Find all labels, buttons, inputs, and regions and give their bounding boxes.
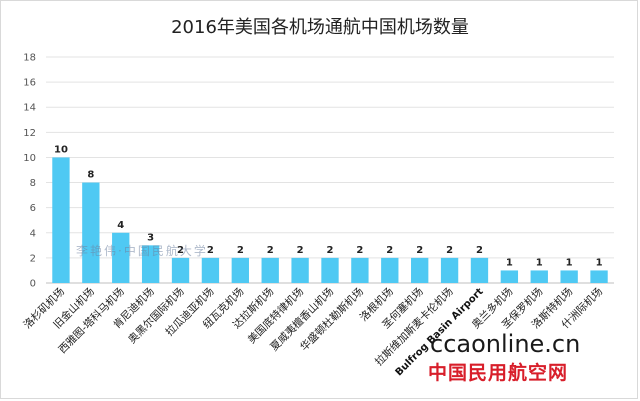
bar[interactable] bbox=[381, 257, 399, 283]
data-label: 1 bbox=[536, 257, 543, 268]
y-axis: 0 2 4 6 8 10 12 14 16 18 bbox=[23, 53, 36, 290]
bar[interactable] bbox=[201, 257, 220, 283]
bar[interactable] bbox=[291, 257, 309, 283]
y-tick-label: 8 bbox=[30, 178, 36, 189]
data-label: 3 bbox=[147, 232, 154, 243]
bar[interactable] bbox=[500, 270, 519, 283]
data-label: 2 bbox=[446, 245, 453, 256]
data-label: 2 bbox=[267, 245, 274, 256]
data-label: 2 bbox=[297, 245, 304, 256]
data-label: 10 bbox=[54, 144, 68, 155]
data-label: 2 bbox=[476, 245, 483, 256]
data-label: 4 bbox=[117, 220, 124, 231]
bar[interactable] bbox=[560, 270, 578, 283]
data-label: 2 bbox=[416, 245, 423, 256]
y-tick-label: 4 bbox=[30, 228, 36, 239]
y-tick-label: 14 bbox=[23, 103, 36, 114]
chart-title: 2016年美国各机场通航中国机场数量 bbox=[171, 17, 469, 38]
bar[interactable] bbox=[141, 245, 160, 283]
bar[interactable] bbox=[470, 257, 489, 283]
bar[interactable] bbox=[52, 157, 70, 283]
bar[interactable] bbox=[530, 270, 548, 283]
data-labels: 10 8 4 3 2 2 2 2 2 2 2 2 2 2 2 1 1 1 1 bbox=[54, 144, 603, 268]
bar[interactable] bbox=[231, 257, 249, 283]
bar[interactable] bbox=[82, 182, 100, 283]
data-label: 1 bbox=[596, 257, 603, 268]
data-label: 2 bbox=[356, 245, 363, 256]
data-label: 2 bbox=[207, 245, 214, 256]
bar[interactable] bbox=[112, 232, 130, 283]
site-name: 中国民用航空网 bbox=[428, 362, 569, 384]
bar[interactable] bbox=[590, 270, 608, 283]
data-label: 2 bbox=[177, 245, 184, 256]
data-label: 2 bbox=[237, 245, 244, 256]
bar[interactable] bbox=[261, 257, 279, 283]
data-label: 1 bbox=[506, 257, 513, 268]
bar[interactable] bbox=[321, 257, 339, 283]
bar[interactable] bbox=[171, 257, 190, 283]
bar[interactable] bbox=[440, 257, 459, 283]
bar[interactable] bbox=[351, 257, 369, 283]
y-tick-label: 6 bbox=[30, 203, 36, 214]
y-tick-label: 12 bbox=[23, 128, 36, 139]
data-label: 2 bbox=[327, 245, 334, 256]
y-tick-label: 0 bbox=[30, 279, 36, 290]
site-url[interactable]: ccaonline.cn bbox=[430, 330, 581, 358]
data-label: 1 bbox=[566, 257, 573, 268]
y-tick-label: 10 bbox=[23, 153, 36, 164]
bar[interactable] bbox=[411, 257, 429, 283]
y-tick-label: 18 bbox=[23, 53, 36, 64]
author-watermark: 李艳伟·中国民航大学 bbox=[76, 244, 208, 258]
y-tick-label: 16 bbox=[23, 78, 36, 89]
y-tick-label: 2 bbox=[30, 253, 36, 264]
bars bbox=[52, 157, 608, 283]
data-label: 2 bbox=[386, 245, 393, 256]
data-label: 8 bbox=[87, 170, 94, 181]
